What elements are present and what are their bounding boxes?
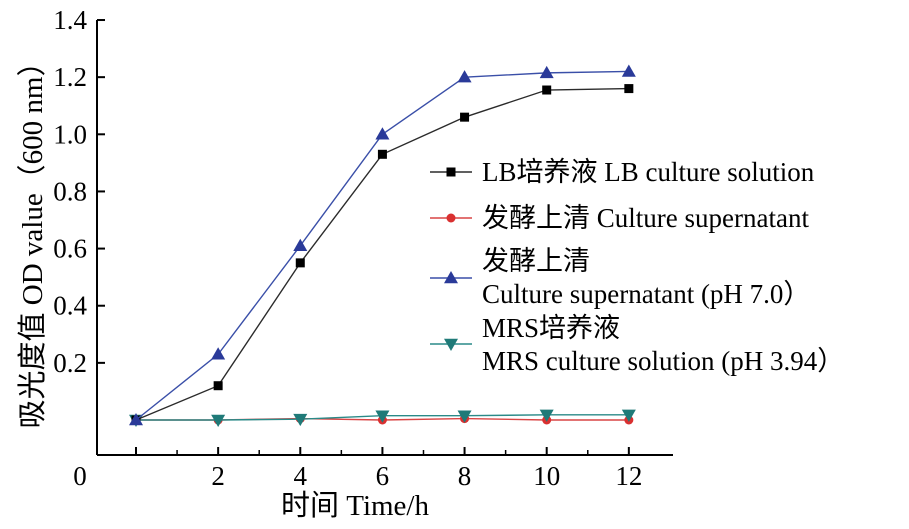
data-point <box>457 70 472 83</box>
data-point <box>621 409 636 422</box>
legend-item: LB培养液 LB culture solution <box>430 157 815 187</box>
data-point <box>211 414 226 427</box>
data-point <box>624 84 634 94</box>
legend-marker <box>446 213 456 223</box>
data-point <box>293 413 308 427</box>
y-tick-label: 0.6 <box>53 234 87 264</box>
legend-label: MRS培养液 <box>482 313 620 343</box>
data-point <box>375 410 390 423</box>
x-tick-label: 6 <box>376 461 390 491</box>
data-point <box>460 112 470 122</box>
x-tick-label: 12 <box>615 461 642 491</box>
x-tick-label: 8 <box>458 461 472 491</box>
data-point <box>377 149 387 159</box>
x-tick-label: 4 <box>294 461 308 491</box>
x-axis-title: 时间 Time/h <box>281 489 429 522</box>
x-tick-label: 10 <box>533 461 560 491</box>
data-point <box>542 85 552 95</box>
data-point <box>457 410 472 423</box>
y-axis-title: 吸光度值 OD value（600 nm） <box>16 48 49 429</box>
series-layer <box>129 64 636 427</box>
legend-label: 发酵上清 <box>482 246 590 276</box>
y-tick-label: 1.0 <box>53 119 87 149</box>
data-point <box>621 64 636 77</box>
data-point <box>539 65 554 79</box>
y-tick-label: 0.4 <box>53 291 87 321</box>
legend-label: LB培养液 LB culture solution <box>482 157 815 187</box>
y-axis-ticks: 0.2 0.4 0.6 0.8 1.0 1.2 1.4 <box>53 5 105 378</box>
x-axis-origin-label: 0 <box>73 461 87 491</box>
data-point <box>539 409 554 422</box>
series-3 <box>129 64 636 426</box>
x-axis-ticks: 2 4 6 8 10 12 <box>135 447 642 491</box>
y-tick-label: 1.2 <box>53 62 87 92</box>
y-tick-label: 0.2 <box>53 348 87 378</box>
data-point <box>129 413 143 426</box>
legend-marker <box>446 167 456 177</box>
legend-marker <box>444 338 458 351</box>
legend-label: 发酵上清 Culture supernatant <box>482 203 809 233</box>
y-tick-label: 1.4 <box>53 5 87 35</box>
legend-label: MRS culture solution (pH 3.94） <box>482 346 844 376</box>
x-tick-label: 2 <box>211 461 225 491</box>
data-point <box>211 347 226 360</box>
legend: LB培养液 LB culture solution 发酵上清 Culture su… <box>430 157 844 376</box>
data-point <box>295 258 305 268</box>
data-point <box>213 381 223 391</box>
legend-label: Culture supernatant (pH 7.0） <box>482 279 810 309</box>
legend-item: 发酵上清 Culture supernatant <box>430 203 809 233</box>
y-tick-label: 0.8 <box>53 176 87 206</box>
data-point <box>293 238 308 251</box>
data-point <box>375 127 390 140</box>
legend-marker <box>444 271 458 284</box>
